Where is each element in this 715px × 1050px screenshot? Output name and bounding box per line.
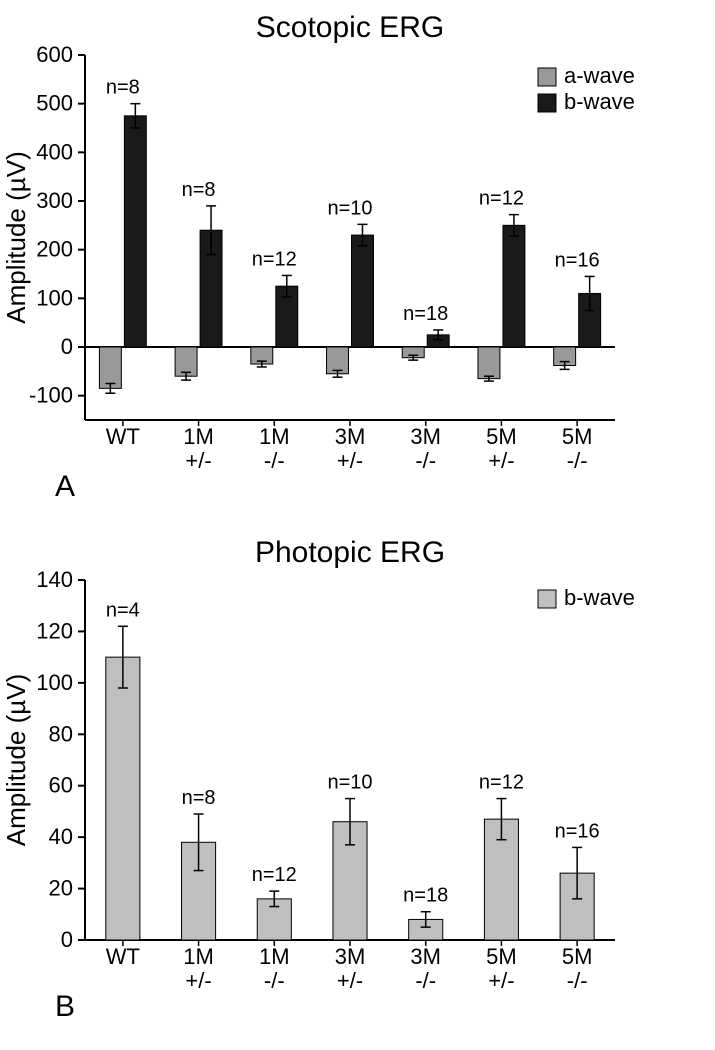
x-tick-label: -/- [264, 968, 285, 993]
x-tick-label: 3M [410, 944, 441, 969]
y-tick-label: 60 [49, 773, 73, 798]
legend-label: a-wave [564, 63, 635, 88]
bar [478, 347, 500, 379]
x-tick-label: 3M [335, 944, 366, 969]
n-label: n=18 [403, 303, 448, 325]
x-tick-label: 1M [259, 424, 290, 449]
x-tick-label: 1M [259, 944, 290, 969]
figure: Scotopic ERG-1000100200300400500600Ampli… [0, 0, 715, 1050]
x-tick-label: WT [106, 944, 140, 969]
y-tick-label: 0 [61, 927, 73, 952]
x-tick-label: 5M [486, 424, 517, 449]
x-tick-label: -/- [264, 448, 285, 473]
x-tick-label: 5M [562, 424, 593, 449]
n-label: n=8 [182, 179, 216, 201]
n-label: n=8 [182, 787, 216, 809]
x-tick-label: +/- [337, 968, 363, 993]
panel-b-label: B [55, 990, 75, 1024]
y-tick-label: 140 [36, 567, 73, 592]
n-label: n=16 [555, 249, 600, 271]
n-label: n=12 [479, 772, 524, 794]
x-tick-label: +/- [185, 448, 211, 473]
x-tick-label: +/- [488, 448, 514, 473]
x-tick-label: 3M [335, 424, 366, 449]
y-tick-label: 600 [36, 42, 73, 67]
n-label: n=18 [403, 885, 448, 907]
n-label: n=8 [106, 77, 140, 99]
n-label: n=12 [252, 864, 297, 886]
y-tick-label: 40 [49, 824, 73, 849]
x-tick-label: 1M [183, 424, 214, 449]
y-tick-label: 120 [36, 618, 73, 643]
legend-label: b-wave [564, 585, 635, 610]
bar [503, 225, 525, 347]
n-label: n=16 [555, 820, 600, 842]
x-tick-label: 3M [410, 424, 441, 449]
x-tick-label: -/- [567, 448, 588, 473]
y-tick-label: 100 [36, 670, 73, 695]
y-axis-label: Amplitude (µV) [1, 151, 31, 323]
legend-label: b-wave [564, 89, 635, 114]
x-tick-label: +/- [488, 968, 514, 993]
y-tick-label: 400 [36, 139, 73, 164]
y-tick-label: 100 [36, 285, 73, 310]
bar [106, 657, 140, 940]
n-label: n=10 [327, 772, 372, 794]
chart-svg: Scotopic ERG-1000100200300400500600Ampli… [0, 0, 715, 1050]
legend-swatch [538, 68, 556, 86]
y-axis-label: Amplitude (µV) [1, 674, 31, 846]
n-label: n=12 [252, 248, 297, 270]
y-tick-label: 200 [36, 237, 73, 262]
bar [124, 116, 146, 347]
y-tick-label: 300 [36, 188, 73, 213]
x-tick-label: 1M [183, 944, 214, 969]
legend-swatch [538, 590, 556, 608]
y-tick-label: 80 [49, 721, 73, 746]
n-label: n=10 [327, 197, 372, 219]
x-tick-label: 5M [486, 944, 517, 969]
legend-swatch [538, 94, 556, 112]
bar [99, 347, 121, 388]
y-tick-label: 0 [61, 334, 73, 359]
x-tick-label: -/- [415, 448, 436, 473]
chart-title: Scotopic ERG [256, 11, 444, 44]
bar [352, 235, 374, 347]
x-tick-label: WT [106, 424, 140, 449]
n-label: n=12 [479, 188, 524, 210]
n-label: n=4 [106, 599, 140, 621]
y-tick-label: 500 [36, 91, 73, 116]
x-tick-label: -/- [567, 968, 588, 993]
chart-title: Photopic ERG [255, 536, 445, 569]
panel-a-label: A [55, 470, 75, 504]
x-tick-label: +/- [337, 448, 363, 473]
x-tick-label: +/- [185, 968, 211, 993]
y-tick-label: 20 [49, 876, 73, 901]
x-tick-label: 5M [562, 944, 593, 969]
y-tick-label: -100 [29, 383, 73, 408]
x-tick-label: -/- [415, 968, 436, 993]
